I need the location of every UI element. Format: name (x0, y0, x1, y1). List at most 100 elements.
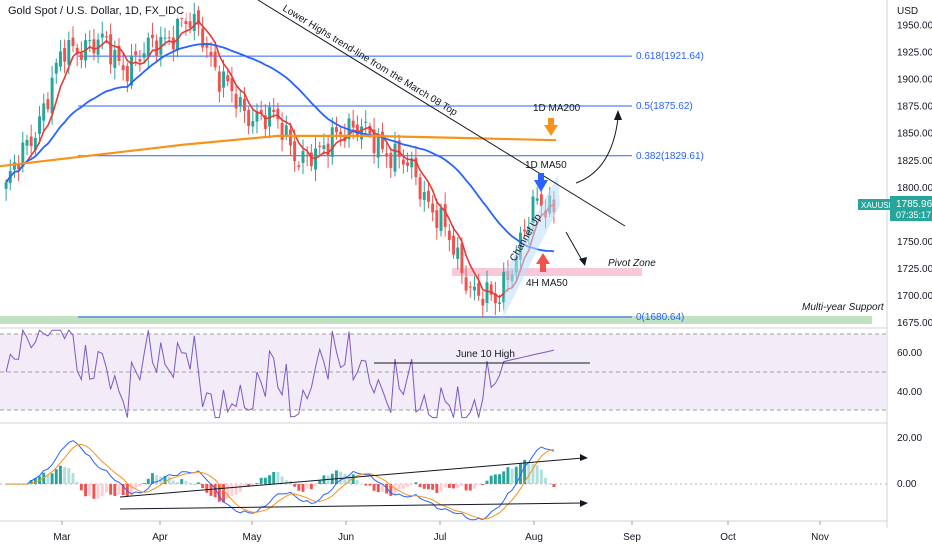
candle-body (104, 36, 108, 38)
macd-histogram-bar (339, 471, 343, 484)
candle-body (393, 143, 397, 172)
candle-body (489, 284, 493, 295)
fib-levels: 0.618(1921.64) 0.5(1875.62) 0.382(1829.61)… (78, 51, 704, 323)
candle-body (130, 55, 134, 86)
candle-body (230, 77, 234, 92)
candle-body (150, 34, 154, 39)
macd-histogram-bar (109, 484, 113, 495)
candle-body (222, 71, 226, 88)
macd-histogram-bar (58, 465, 62, 484)
time-label-nov: Nov (811, 532, 829, 543)
candle-body (309, 152, 313, 167)
candle-body (180, 17, 184, 19)
macd-histogram-bar (426, 484, 430, 490)
candle-body (493, 293, 497, 304)
candle-body (460, 243, 464, 273)
candle-body (276, 108, 280, 120)
ma200-arrow (544, 118, 558, 136)
macd-histogram-bar (380, 484, 384, 492)
macd-tick-0: 0.00 (897, 479, 917, 490)
macd-histogram-bar (163, 476, 167, 484)
macd-histogram-bar (75, 481, 79, 484)
macd-histogram-bar (217, 484, 221, 502)
rsi-high-label: June 10 High (456, 349, 515, 360)
macd-histogram-bar (234, 484, 238, 495)
macd-signal-line (6, 443, 555, 520)
macd-histogram-bar (502, 471, 506, 484)
macd-histogram-bar (456, 484, 460, 488)
candle-body (125, 65, 129, 82)
countdown-value: 07:35:17 (896, 210, 931, 220)
candle-body (196, 10, 200, 25)
candle-body (25, 140, 29, 146)
candle-body (142, 53, 146, 58)
macd-histogram-bar (510, 468, 514, 484)
candle-body (339, 131, 343, 135)
macd-histogram-bar (514, 466, 518, 484)
candle-body (75, 47, 79, 55)
macd-histogram-bar (410, 484, 414, 485)
candle-body (134, 51, 138, 56)
macd-histogram-bar (385, 484, 389, 494)
candle-body (389, 152, 393, 169)
candle-body (272, 109, 276, 113)
candle-body (63, 47, 67, 62)
symbol-tag (858, 199, 890, 210)
plot-background (0, 0, 887, 550)
macd-histogram-bar (523, 459, 527, 484)
candle-body (414, 157, 418, 178)
projection-arrow-up-head (614, 110, 622, 120)
ma50-label: 1D MA50 (525, 160, 567, 171)
candle-body (238, 97, 242, 107)
macd-histogram-bar (255, 483, 259, 485)
time-label-jun: Jun (338, 532, 354, 543)
candle-body (410, 158, 414, 168)
fib-label: 0.5(1875.62) (636, 101, 693, 112)
candle-body (368, 125, 372, 134)
candle-body (163, 37, 167, 39)
candle-body (88, 40, 92, 42)
macd-histogram-bar (50, 473, 54, 484)
price-tick-label: 1725.00 (897, 264, 932, 275)
chart-title: Gold Spot / U.S. Dollar, 1D, FX_IDC (6, 4, 187, 18)
macd-lower-arrowhead (580, 500, 588, 507)
candle-body (334, 127, 338, 133)
candle-body (79, 53, 83, 60)
candle-body (431, 203, 435, 213)
price-tick-label: 1950.00 (897, 21, 932, 32)
macd-histogram-bar (142, 483, 146, 485)
fib-label: 0.618(1921.64) (636, 51, 704, 62)
time-label-jul: Jul (434, 532, 447, 543)
macd-histogram-bar (460, 484, 464, 487)
macd-histogram-bar (272, 471, 276, 484)
candle-body (268, 107, 272, 127)
macd-histogram-bar (92, 484, 96, 499)
ma200-label: 1D MA200 (533, 103, 581, 114)
candle-body (397, 140, 401, 157)
price-tick-label: 1875.00 (897, 102, 932, 113)
candle-body (155, 40, 159, 57)
macd-histogram-bar (247, 484, 251, 487)
last-price-tag (890, 196, 932, 221)
price-tick-label: 1700.00 (897, 291, 932, 302)
macd-histogram-bar (355, 480, 359, 484)
macd-histogram-bar (397, 484, 401, 489)
price-tick-label: 1750.00 (897, 237, 932, 248)
macd-histogram-bar (104, 484, 108, 493)
rsi-line (5, 328, 555, 419)
macd-histogram-bar (443, 484, 447, 488)
candle-body (21, 142, 25, 167)
price-tick-label: 1825.00 (897, 156, 932, 167)
candle-body (284, 125, 288, 136)
candle-body (293, 141, 297, 162)
time-label-aug: Aug (525, 532, 543, 543)
candle-body (468, 286, 472, 288)
macd-histogram-bar (259, 477, 263, 484)
macd-histogram-bar (439, 484, 443, 492)
candle-body (531, 196, 535, 223)
macd-histogram-bar (284, 480, 288, 484)
candle-body (209, 51, 213, 56)
candle-body (401, 159, 405, 165)
macd-histogram-bar (318, 480, 322, 484)
